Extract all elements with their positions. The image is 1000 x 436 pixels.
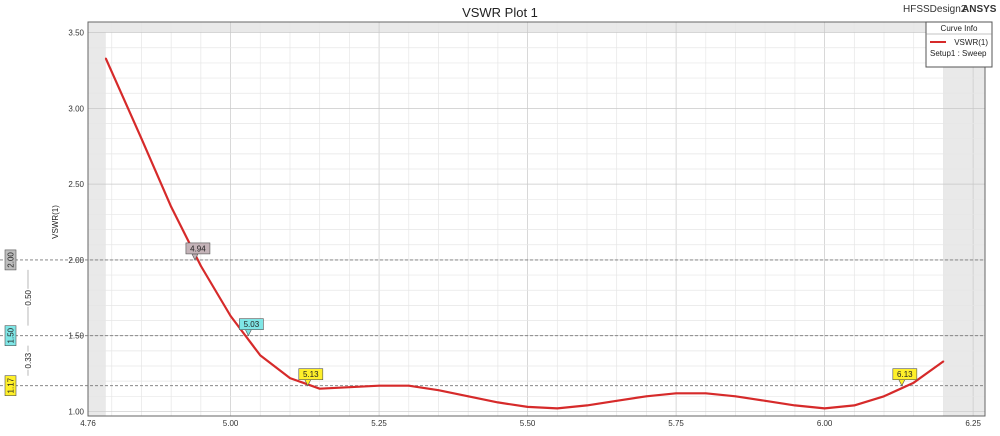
x-tick-label: 5.50 (520, 419, 536, 428)
data-point (734, 395, 737, 398)
x-tick-label: 6.00 (817, 419, 833, 428)
legend-series-name: VSWR(1) (954, 38, 988, 47)
delta-label-bg (23, 288, 33, 307)
x-tick-label: 6.25 (965, 419, 981, 428)
data-point (378, 384, 380, 387)
data-point (883, 395, 885, 398)
marker-box (185, 242, 211, 255)
data-point (912, 381, 915, 384)
x-tick-label: 5.25 (371, 419, 387, 428)
marker-label: 6.13 (897, 370, 913, 379)
plot-background (88, 22, 985, 416)
reference-value-label: 2.00 (7, 252, 16, 268)
data-point (437, 389, 440, 392)
y-tick-label: 1.00 (68, 407, 84, 416)
plot-area[interactable] (88, 22, 985, 416)
reference-value-label: 1.50 (7, 327, 16, 343)
legend-setup: Setup1 : Sweep (930, 49, 987, 58)
data-point (170, 205, 173, 208)
reference-value-box (4, 249, 17, 271)
reference-value-box (4, 375, 17, 396)
data-point (615, 399, 618, 402)
legend-box[interactable]: Curve Info VSWR(1) Setup1 : Sweep (925, 21, 993, 68)
reference-value-label: 1.17 (7, 377, 16, 393)
plot-border (87, 21, 986, 417)
delta-label-bg (23, 351, 33, 370)
x-tick-label: 4.76 (80, 419, 96, 428)
grid (87, 21, 986, 417)
data-point (407, 384, 410, 387)
reference-lines (0, 259, 985, 387)
reference-value-box (4, 325, 17, 346)
band-left (88, 22, 106, 416)
y-tick-label: 2.50 (68, 180, 84, 189)
data-point (318, 387, 321, 390)
data-point (199, 265, 202, 267)
band-right (943, 22, 985, 416)
data-point (229, 315, 232, 317)
data-point (289, 377, 291, 380)
data-point (467, 395, 470, 398)
data-point (526, 406, 529, 408)
data-point (853, 404, 856, 407)
data-point (259, 354, 262, 357)
curve-layer (104, 57, 945, 410)
marker-box (239, 318, 264, 330)
legend-title: Curve Info (941, 24, 978, 33)
x-tick-label: 5.00 (223, 419, 239, 428)
marker-label: 5.13 (303, 370, 319, 379)
y-tick-label: 2.00 (68, 256, 84, 265)
data-point (704, 392, 707, 395)
data-point (556, 407, 559, 410)
data-point (764, 399, 767, 402)
design-label: HFSSDesign2 (903, 4, 967, 15)
data-point (496, 401, 499, 404)
data-point (794, 404, 796, 407)
marker-box (298, 368, 324, 380)
delta-label: 0.33 (24, 352, 33, 368)
band-top (88, 22, 985, 32)
reference-value-labels: 2.00 1.50 1.17 0.50 0.33 (4, 249, 33, 396)
y-tick-label: 3.50 (68, 29, 84, 38)
data-point (348, 386, 351, 389)
data-point (104, 57, 107, 60)
marker-label: 4.94 (190, 244, 206, 253)
y-tick-label: 3.00 (68, 104, 84, 113)
delta-label: 0.50 (24, 289, 33, 305)
y-tick-label: 1.50 (68, 332, 84, 341)
data-point (645, 395, 648, 398)
data-point (823, 407, 826, 410)
data-point (140, 137, 143, 140)
data-point (942, 360, 945, 363)
chart-title: VSWR Plot 1 (462, 5, 538, 20)
marker-layer: 4.94 5.03 5.13 6.13 (185, 242, 918, 387)
marker-box (892, 368, 918, 380)
ansys-logo: ANSYS (962, 4, 997, 15)
data-point (586, 404, 588, 407)
data-point (675, 392, 677, 395)
y-axis-label: VSWR(1) (51, 205, 60, 239)
x-tick-label: 5.75 (668, 419, 684, 428)
axis-labels: 4.76 5.00 5.25 5.50 5.75 6.00 6.25 1.00 1.50 2.00… (68, 29, 981, 428)
marker-label: 5.03 (244, 320, 260, 329)
